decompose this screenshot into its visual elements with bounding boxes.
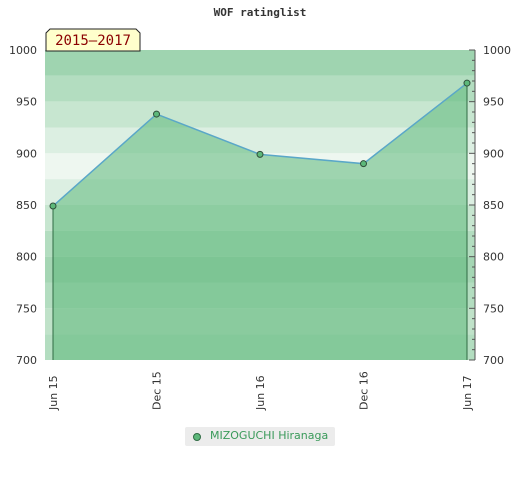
background-band [45,50,475,76]
y-tick-label-right: 800 [483,251,504,264]
chart-title: WOF ratinglist [213,6,307,19]
y-tick-label-left: 700 [16,354,37,367]
legend-marker-icon [193,433,201,441]
y-tick-label-left: 750 [16,302,37,315]
x-tick-label: Dec 15 [151,371,164,410]
y-tick-label-right: 850 [483,199,504,212]
y-tick-label-left: 900 [16,147,37,160]
data-point[interactable] [360,160,367,168]
background-band [45,101,475,128]
y-tick-label-right: 750 [483,302,504,315]
background-band [45,75,475,102]
y-tick-label-left: 800 [16,251,37,264]
y-axis-left: 700 750 800 850 900 950 1000 [9,44,37,367]
y-tick-label-right: 950 [483,96,504,109]
range-badge-label: 2015–2017 [55,33,131,49]
series-area [53,83,467,361]
y-tick-label-right: 700 [483,354,504,367]
range-badge [45,28,141,52]
y-axis-right: 700 750 800 850 900 950 1000 [469,44,511,367]
x-tick-label: Dec 16 [358,371,371,410]
y-tick-label-left: 1000 [9,44,37,57]
y-tick-label-left: 950 [16,96,37,109]
x-tick-label: Jun 15 [47,375,60,411]
data-point[interactable] [463,79,471,87]
x-axis: Jun 15 Dec 15 Jun 16 Dec 16 Jun 17 [47,371,474,411]
data-point[interactable] [153,110,160,118]
legend: MIZOGUCHI Hiranaga [185,427,335,446]
x-tick-label: Jun 16 [254,375,267,411]
range-badge-group: 2015–2017 [45,28,141,52]
data-point[interactable] [49,202,57,210]
markers [49,79,471,210]
legend-label: MIZOGUCHI Hiranaga [210,429,329,442]
y-tick-label-right: 900 [483,147,504,160]
data-point[interactable] [256,150,264,158]
x-tick-label: Jun 17 [461,375,474,411]
y-tick-label-right: 1000 [483,44,511,57]
y-tick-label-left: 850 [16,199,37,212]
